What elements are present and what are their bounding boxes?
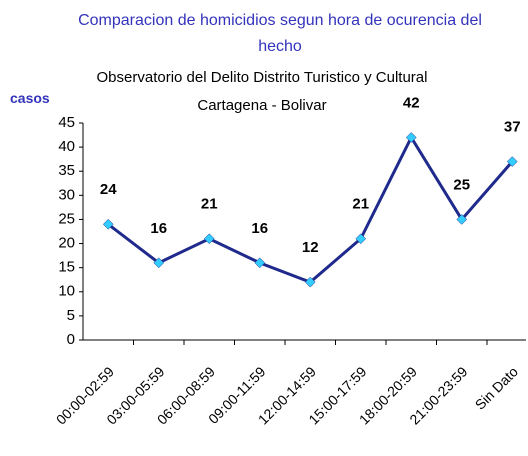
data-label: 16	[251, 220, 268, 237]
marker	[203, 233, 215, 245]
y-tick-label: 5	[67, 307, 75, 324]
marker	[456, 214, 468, 225]
data-label: 37	[504, 119, 521, 136]
y-tick-label: 30	[58, 186, 75, 203]
marker	[102, 218, 114, 230]
y-tick-label: 25	[58, 210, 75, 227]
x-tick-label: Sin Dato	[472, 363, 521, 412]
marker	[254, 257, 266, 269]
data-label: 42	[403, 94, 420, 111]
y-tick-label: 45	[58, 114, 75, 131]
y-tick-label: 40	[58, 138, 75, 155]
marker	[355, 233, 367, 245]
marker	[153, 257, 165, 269]
y-tick-label: 35	[58, 162, 75, 179]
data-label: 16	[150, 220, 167, 237]
marker	[405, 132, 417, 143]
line	[107, 134, 514, 284]
chart-subtitle: Observatorio del Delito Distrito Turisti…	[96, 69, 428, 114]
data-label: 25	[453, 176, 470, 193]
chart-title: Comparacion de homicidios segun hora de …	[78, 12, 482, 55]
y-tick-label: 0	[67, 331, 75, 348]
data-label: 21	[201, 196, 218, 213]
marker	[304, 276, 316, 288]
marker	[506, 156, 518, 167]
y-axis-label: casos	[10, 90, 50, 106]
data-label: 12	[302, 239, 319, 256]
y-tick-label: 10	[58, 283, 75, 300]
y-tick-label: 15	[58, 259, 75, 276]
data-label: 24	[100, 181, 117, 198]
data-label: 21	[352, 196, 369, 213]
y-tick-label: 20	[58, 235, 75, 252]
